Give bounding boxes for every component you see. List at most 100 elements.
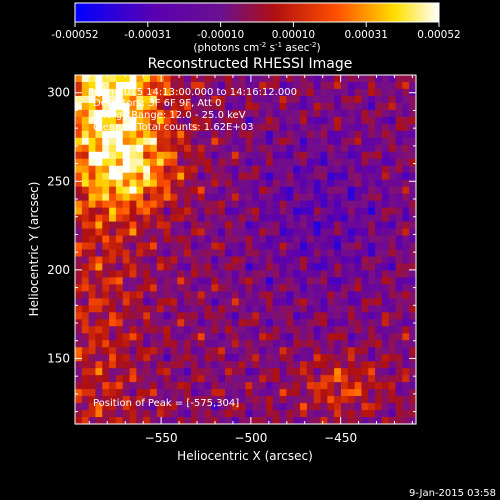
heatmap-cell bbox=[259, 200, 267, 209]
heatmap-cell bbox=[177, 81, 185, 90]
heatmap-cell bbox=[252, 165, 260, 174]
heatmap-cell bbox=[313, 193, 322, 202]
heatmap-cell bbox=[163, 277, 172, 285]
heatmap-cell bbox=[136, 368, 144, 376]
heatmap-cell bbox=[327, 102, 335, 111]
heatmap-cell bbox=[265, 396, 274, 404]
heatmap-cell bbox=[381, 109, 390, 118]
heatmap-cell bbox=[190, 410, 199, 418]
heatmap-cell bbox=[368, 291, 376, 299]
heatmap-cell bbox=[225, 270, 233, 279]
heatmap-cell bbox=[375, 242, 383, 251]
heatmap-cell bbox=[347, 291, 356, 299]
heatmap-cell bbox=[347, 109, 356, 118]
heatmap-cell bbox=[204, 249, 212, 258]
heatmap-cell bbox=[109, 333, 117, 341]
heatmap-cell bbox=[225, 305, 233, 313]
heatmap-cell bbox=[340, 249, 349, 258]
heatmap-cell bbox=[225, 333, 233, 341]
heatmap-cell bbox=[95, 88, 103, 97]
heatmap-cell bbox=[211, 151, 219, 160]
heatmap-cell bbox=[402, 361, 410, 369]
heatmap-cell bbox=[109, 403, 117, 411]
heatmap-cell bbox=[306, 158, 315, 167]
heatmap-cell bbox=[95, 102, 103, 111]
heatmap-cell bbox=[293, 151, 301, 160]
heatmap-cell bbox=[163, 291, 172, 299]
heatmap-cell bbox=[381, 235, 390, 244]
heatmap-cell bbox=[109, 256, 117, 265]
heatmap-cell bbox=[402, 389, 410, 397]
heatmap-cell bbox=[150, 144, 158, 153]
heatmap-cell bbox=[204, 389, 212, 397]
heatmap-cell bbox=[136, 186, 144, 195]
heatmap-cell bbox=[354, 193, 363, 202]
heatmap-cell bbox=[409, 270, 417, 279]
heatmap-cell bbox=[81, 102, 90, 111]
heatmap-cell bbox=[409, 179, 417, 188]
heatmap-cell bbox=[95, 235, 103, 244]
heatmap-cell bbox=[265, 193, 274, 202]
heatmap-cell bbox=[293, 137, 301, 146]
heatmap-cell bbox=[409, 95, 417, 104]
heatmap-cell bbox=[300, 368, 308, 376]
heatmap-cell bbox=[340, 333, 349, 341]
heatmap-cell bbox=[102, 81, 110, 90]
heatmap-cell bbox=[388, 340, 397, 348]
heatmap-cell bbox=[163, 284, 172, 292]
heatmap-cell bbox=[143, 95, 151, 104]
heatmap-cell bbox=[156, 186, 165, 195]
heatmap-cell bbox=[381, 291, 390, 299]
heatmap-cell bbox=[279, 403, 288, 411]
heatmap-cell bbox=[388, 291, 397, 299]
heatmap-cell bbox=[197, 382, 206, 390]
heatmap-cell bbox=[170, 102, 178, 111]
heatmap-cell bbox=[286, 186, 294, 195]
heatmap-cell bbox=[122, 214, 131, 223]
heatmap-cell bbox=[163, 81, 172, 90]
heatmap-cell bbox=[354, 305, 363, 313]
heatmap-cell bbox=[293, 305, 301, 313]
heatmap-cell bbox=[238, 277, 247, 285]
heatmap-cell bbox=[354, 228, 363, 237]
heatmap-cell bbox=[375, 375, 383, 383]
heatmap-cell bbox=[177, 284, 185, 292]
heatmap-cell bbox=[170, 389, 178, 397]
heatmap-cell bbox=[279, 305, 288, 313]
heatmap-cell bbox=[184, 347, 192, 355]
heatmap-cell bbox=[143, 193, 151, 202]
heatmap-cell bbox=[177, 277, 185, 285]
heatmap-cell bbox=[327, 249, 335, 258]
heatmap-cell bbox=[293, 200, 301, 209]
heatmap-cell bbox=[75, 347, 83, 355]
heatmap-cell bbox=[95, 396, 103, 404]
heatmap-cell bbox=[402, 347, 410, 355]
heatmap-cell bbox=[190, 242, 199, 251]
heatmap-cell bbox=[225, 389, 233, 397]
heatmap-cell bbox=[368, 249, 376, 258]
heatmap-cell bbox=[204, 130, 212, 139]
heatmap-cell bbox=[381, 81, 390, 90]
heatmap-cell bbox=[81, 130, 90, 139]
heatmap-cell bbox=[293, 158, 301, 167]
heatmap-cell bbox=[75, 200, 83, 209]
heatmap-cell bbox=[184, 298, 192, 306]
heatmap-cell bbox=[156, 417, 165, 425]
heatmap-cell bbox=[265, 179, 274, 188]
heatmap-cell bbox=[136, 165, 144, 174]
heatmap-cell bbox=[190, 88, 199, 97]
heatmap-cell bbox=[347, 102, 356, 111]
heatmap-cell bbox=[129, 354, 137, 362]
heatmap-cell bbox=[156, 102, 165, 111]
heatmap-cell bbox=[327, 179, 335, 188]
heatmap-cell bbox=[259, 410, 267, 418]
heatmap-cell bbox=[354, 368, 363, 376]
heatmap-cell bbox=[388, 158, 397, 167]
heatmap-cell bbox=[354, 75, 363, 83]
heatmap-cell bbox=[225, 375, 233, 383]
heatmap-cell bbox=[190, 354, 199, 362]
heatmap-cell bbox=[265, 165, 274, 174]
y-tick-label: 250 bbox=[47, 174, 70, 188]
heatmap-cell bbox=[95, 214, 103, 223]
